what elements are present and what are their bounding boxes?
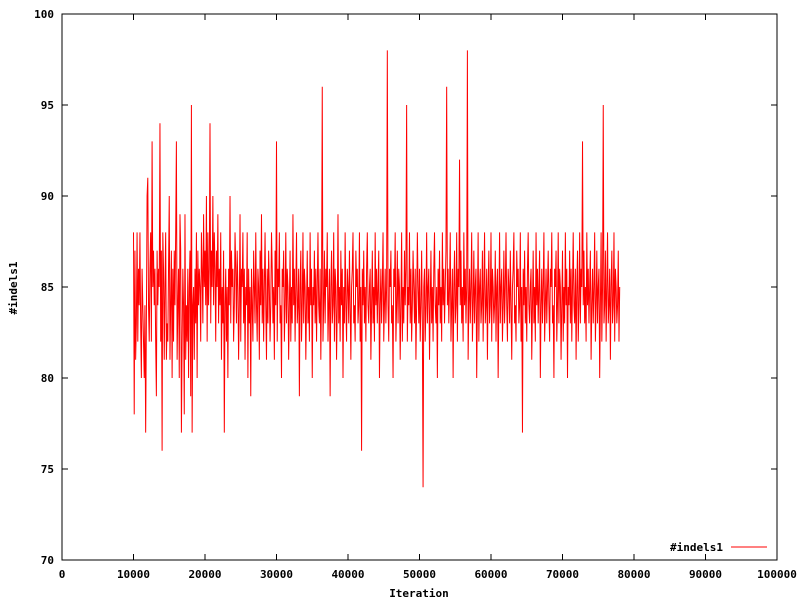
y-tick-label: 85: [41, 281, 54, 294]
x-tick-label: 10000: [117, 568, 150, 581]
x-tick-label: 0: [59, 568, 66, 581]
x-tick-label: 50000: [403, 568, 436, 581]
y-tick-label: 95: [41, 99, 54, 112]
x-tick-label: 40000: [331, 568, 364, 581]
y-tick-label: 80: [41, 372, 54, 385]
legend: #indels1: [670, 541, 767, 554]
y-axis: 70 75 80 85 90 95 100: [34, 8, 777, 567]
y-tick-label: 90: [41, 190, 54, 203]
x-tick-label: 20000: [188, 568, 221, 581]
x-tick-label: 80000: [617, 568, 650, 581]
x-tick-label: 100000: [757, 568, 797, 581]
y-axis-label: #indels1: [7, 261, 20, 314]
x-axis-label: Iteration: [389, 587, 449, 600]
y-tick-label: 100: [34, 8, 54, 21]
series-line: [133, 50, 621, 488]
y-tick-label: 70: [41, 554, 54, 567]
series-layer: [133, 50, 621, 488]
x-tick-label: 70000: [546, 568, 579, 581]
x-tick-label: 90000: [689, 568, 722, 581]
x-axis: 0 10000 20000 30000 40000 50000 60000 70000 8000…: [59, 14, 797, 581]
x-tick-label: 60000: [474, 568, 507, 581]
legend-label: #indels1: [670, 541, 723, 554]
x-tick-label: 30000: [260, 568, 293, 581]
y-tick-label: 75: [41, 463, 54, 476]
